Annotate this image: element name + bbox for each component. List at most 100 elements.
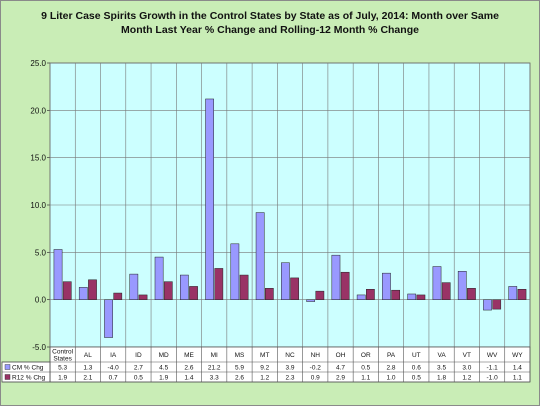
data-label: 5.3 <box>58 365 67 372</box>
data-label: 2.9 <box>336 375 345 382</box>
data-label: 2.8 <box>387 365 396 372</box>
data-label: 1.1 <box>361 375 370 382</box>
bar-r12 <box>340 271 350 300</box>
xtick-label: AL <box>84 352 92 359</box>
bar-cm <box>129 273 139 300</box>
bar-r12 <box>290 277 299 300</box>
bar-cm <box>306 299 316 302</box>
xtick-label: VA <box>437 352 446 359</box>
data-label: 2.6 <box>235 375 244 382</box>
bar-r12 <box>189 286 198 300</box>
xtick-label: OH <box>336 352 346 359</box>
ytick-label: 15.0 <box>30 154 46 163</box>
data-label: 2.3 <box>285 375 294 382</box>
bar-r12 <box>214 268 224 300</box>
xtick-label: MD <box>159 352 169 359</box>
legend-swatch <box>4 364 11 370</box>
bar-cm <box>230 243 240 300</box>
data-label: 1.9 <box>159 375 168 382</box>
bar-r12 <box>163 281 173 300</box>
xtick-label: States <box>53 356 72 363</box>
bar-r12 <box>391 289 401 300</box>
data-label: 0.5 <box>134 375 143 382</box>
xtick-label: WV <box>487 352 498 359</box>
data-label: 3.0 <box>462 365 471 372</box>
xtick-label: ME <box>184 352 194 359</box>
bar-cm <box>179 274 189 300</box>
bar-cm <box>382 272 391 300</box>
xtick-label: NH <box>311 352 321 359</box>
data-label: 0.6 <box>412 365 421 372</box>
data-label: 1.1 <box>513 375 522 382</box>
data-label: 0.5 <box>361 365 370 372</box>
data-label: 21.2 <box>208 365 221 372</box>
data-label: 0.5 <box>412 375 421 382</box>
xtick-label: IA <box>110 352 117 359</box>
bar-r12 <box>315 290 325 300</box>
chart-title-line2: Month Last Year % Change and Rolling-12 … <box>121 24 419 36</box>
bar-cm <box>104 299 113 338</box>
data-label: 2.1 <box>83 375 92 382</box>
data-label: 0.7 <box>109 375 118 382</box>
data-label: 3.5 <box>437 365 446 372</box>
bar-cm <box>53 249 63 300</box>
data-label: 4.5 <box>159 365 168 372</box>
xtick-label: NC <box>285 352 295 359</box>
legend-swatch <box>4 374 11 380</box>
bar-r12 <box>416 294 426 300</box>
bar-r12 <box>441 282 451 300</box>
bar-cm <box>255 212 265 300</box>
xtick-label: PA <box>387 352 396 359</box>
bar-cm <box>356 294 366 300</box>
bar-cm <box>457 271 467 300</box>
legend-label: CM % Chg <box>12 365 44 372</box>
data-label: -1.0 <box>487 375 499 382</box>
bar-cm <box>407 293 417 300</box>
data-label: 9.2 <box>260 365 269 372</box>
bar-cm <box>281 262 290 300</box>
bar-r12 <box>366 289 375 300</box>
bar-cm <box>78 287 88 300</box>
bar-r12 <box>517 289 527 300</box>
data-label: 1.4 <box>184 375 193 382</box>
data-label: 1.9 <box>58 375 67 382</box>
xtick-label: ID <box>135 352 142 359</box>
bar-r12 <box>113 292 123 300</box>
data-label: 0.9 <box>311 375 320 382</box>
data-label: 1.2 <box>260 375 269 382</box>
bar-r12 <box>88 279 97 300</box>
data-label: 2.6 <box>184 365 193 372</box>
data-label: -0.2 <box>310 365 322 372</box>
xtick-label: Control <box>52 349 74 356</box>
data-label: 1.0 <box>387 375 396 382</box>
bar-r12 <box>62 281 72 300</box>
bar-r12 <box>138 294 148 300</box>
bar-cm <box>432 266 442 300</box>
ytick-label: 25.0 <box>30 59 46 68</box>
chart-title-line1: 9 Liter Case Spirits Growth in the Contr… <box>41 10 499 22</box>
bar-cm <box>205 98 214 300</box>
data-label: 5.9 <box>235 365 244 372</box>
bar-cm <box>331 254 341 300</box>
xtick-label: UT <box>412 352 421 359</box>
ytick-label: -5.0 <box>32 343 46 352</box>
data-label: 3.9 <box>285 365 294 372</box>
xtick-label: MS <box>235 352 245 359</box>
data-label: 3.3 <box>210 375 219 382</box>
bar-cm <box>154 256 164 300</box>
legend-label: R12 % Chg <box>12 375 46 382</box>
bar-r12 <box>467 288 476 300</box>
ytick-label: 0.0 <box>35 296 47 305</box>
data-label: 1.2 <box>462 375 471 382</box>
bar-r12 <box>492 299 502 310</box>
ytick-label: 20.0 <box>30 106 46 115</box>
xtick-label: MI <box>211 352 218 359</box>
xtick-label: VT <box>463 352 471 359</box>
data-label: 1.3 <box>83 365 92 372</box>
data-label: -1.1 <box>487 365 499 372</box>
xtick-label: OR <box>361 352 371 359</box>
bar-cm <box>483 299 492 311</box>
ytick-label: 10.0 <box>30 201 46 210</box>
bar-r12 <box>264 288 274 300</box>
